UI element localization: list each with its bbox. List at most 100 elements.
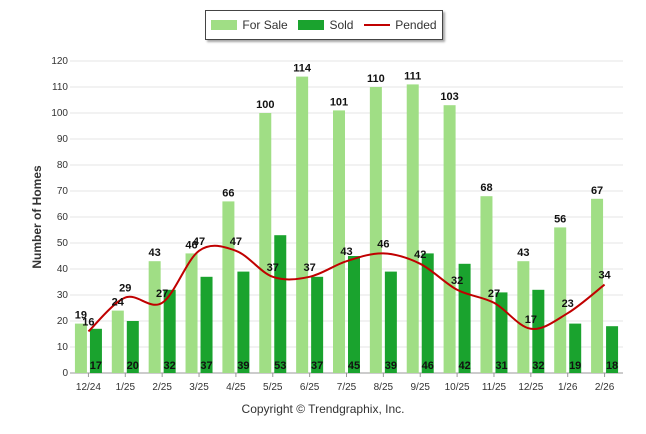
y-tick-label: 20	[57, 316, 69, 327]
data-label-for-sale: 67	[591, 185, 603, 197]
x-tick-label: 8/25	[374, 382, 394, 393]
data-label-for-sale: 56	[554, 213, 566, 225]
data-label-pended: 23	[562, 298, 574, 310]
data-label-sold: 32	[532, 360, 544, 372]
data-label-pended: 47	[230, 236, 242, 248]
legend-item-pended[interactable]: Pended	[364, 18, 437, 32]
x-tick-label: 12/24	[76, 382, 101, 393]
y-tick-label: 50	[57, 238, 69, 249]
y-tick-label: 0	[62, 368, 68, 379]
data-label-pended: 47	[193, 236, 205, 248]
data-label-sold: 19	[569, 360, 581, 372]
legend-label-sold: Sold	[329, 18, 354, 32]
data-label-for-sale: 110	[367, 73, 385, 85]
y-tick-label: 30	[57, 290, 69, 301]
bar-for-sale	[185, 253, 198, 373]
data-label-for-sale: 101	[330, 96, 348, 108]
bar-for-sale	[591, 198, 604, 373]
legend-swatch-sold	[298, 20, 325, 30]
bar-for-sale	[369, 87, 382, 373]
bar-for-sale	[148, 261, 161, 373]
legend-label-for-sale: For Sale	[242, 18, 288, 32]
line-pended	[87, 244, 606, 333]
y-tick-label: 90	[57, 134, 69, 145]
y-tick-label: 100	[51, 108, 68, 119]
bar-for-sale	[74, 323, 87, 373]
bar-sold	[89, 328, 102, 373]
data-label-for-sale: 103	[440, 91, 458, 103]
legend-item-for-sale[interactable]: For Sale	[211, 18, 288, 32]
bar-for-sale	[480, 196, 493, 373]
data-label-for-sale: 100	[256, 99, 274, 111]
data-label-pended: 16	[82, 316, 94, 328]
data-label-sold: 39	[385, 360, 397, 372]
x-tick-label: 3/25	[189, 382, 209, 393]
y-tick-label: 40	[57, 264, 69, 275]
data-label-for-sale: 46	[185, 239, 197, 251]
bar-sold	[495, 292, 508, 373]
data-label-sold: 20	[127, 360, 139, 372]
x-tick-label: 4/25	[226, 382, 246, 393]
bar-for-sale	[443, 105, 456, 373]
bar-sold	[126, 321, 139, 373]
x-tick-label: 12/25	[518, 382, 543, 393]
x-tick-label: 10/25	[445, 382, 470, 393]
data-label-sold: 32	[164, 360, 176, 372]
data-label-pended: 17	[525, 314, 537, 326]
bar-for-sale	[554, 227, 567, 373]
bar-for-sale	[259, 113, 272, 373]
y-tick-label: 10	[57, 342, 69, 353]
x-tick-label: 5/25	[263, 382, 283, 393]
data-label-for-sale: 19	[75, 310, 87, 322]
data-label-for-sale: 68	[480, 182, 492, 194]
legend: For Sale Sold Pended	[205, 10, 443, 40]
x-tick-label: 1/26	[558, 382, 578, 393]
data-label-sold: 45	[348, 360, 360, 372]
data-label-for-sale: 111	[404, 70, 421, 82]
y-tick-label: 110	[52, 82, 68, 93]
y-axis-title: Number of Homes	[30, 165, 44, 269]
bar-sold	[532, 289, 545, 373]
bar-for-sale	[222, 201, 235, 373]
x-tick-label: 2/25	[152, 382, 172, 393]
legend-label-pended: Pended	[395, 18, 437, 32]
bar-sold	[200, 276, 213, 373]
data-label-sold: 37	[200, 360, 212, 372]
bar-sold	[348, 256, 360, 373]
legend-item-sold[interactable]: Sold	[298, 18, 353, 32]
x-tick-label: 6/25	[300, 382, 320, 393]
data-label-sold: 18	[606, 360, 618, 372]
bar-for-sale	[333, 110, 345, 374]
data-label-sold: 53	[274, 360, 286, 372]
y-tick-label: 80	[57, 160, 69, 171]
x-tick-label: 9/25	[410, 382, 430, 393]
x-tick-label: 7/25	[337, 382, 357, 393]
data-label-pended: 43	[340, 246, 352, 258]
data-label-pended: 46	[377, 238, 389, 250]
bar-sold	[384, 271, 397, 373]
bar-for-sale	[517, 261, 530, 373]
data-label-for-sale: 114	[293, 63, 312, 75]
bar-sold	[421, 253, 434, 373]
bar-for-sale	[111, 310, 124, 373]
data-label-pended: 27	[156, 288, 168, 300]
data-label-for-sale: 43	[149, 247, 161, 259]
data-label-pended: 34	[598, 270, 611, 282]
bar-sold	[237, 271, 250, 373]
data-label-pended: 37	[304, 262, 316, 274]
data-label-sold: 39	[237, 360, 249, 372]
data-label-pended: 42	[414, 249, 426, 261]
y-tick-label: 60	[57, 212, 69, 223]
data-label-sold: 31	[495, 360, 507, 372]
copyright-text: Copyright © Trendgraphix, Inc.	[241, 402, 405, 416]
bar-sold	[569, 323, 582, 373]
bar-for-sale	[406, 84, 419, 374]
data-label-for-sale: 66	[222, 187, 234, 199]
legend-swatch-pended	[364, 24, 391, 26]
data-label-sold: 17	[90, 360, 102, 372]
y-tick-label: 70	[57, 186, 69, 197]
x-tick-label: 11/25	[482, 382, 507, 393]
y-tick-label: 120	[51, 56, 68, 67]
data-label-pended: 27	[488, 288, 500, 300]
data-label-for-sale: 24	[112, 297, 125, 309]
